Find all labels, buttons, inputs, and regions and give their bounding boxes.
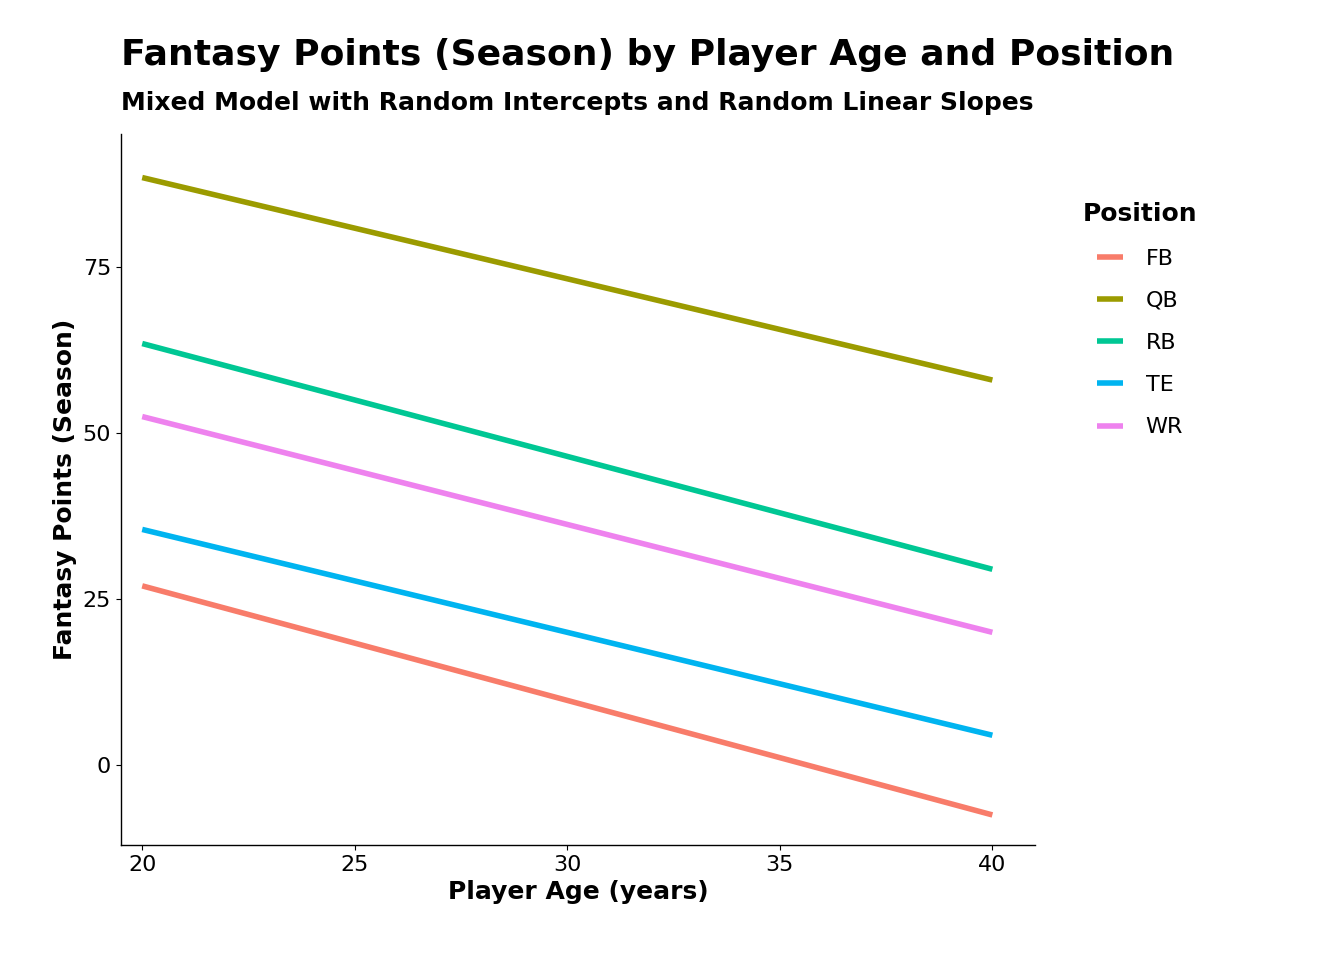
Text: Fantasy Points (Season) by Player Age and Position: Fantasy Points (Season) by Player Age an…	[121, 38, 1175, 72]
Y-axis label: Fantasy Points (Season): Fantasy Points (Season)	[54, 319, 77, 660]
X-axis label: Player Age (years): Player Age (years)	[448, 880, 708, 904]
Text: Mixed Model with Random Intercepts and Random Linear Slopes: Mixed Model with Random Intercepts and R…	[121, 91, 1034, 115]
Legend: FB, QB, RB, TE, WR: FB, QB, RB, TE, WR	[1082, 203, 1198, 438]
